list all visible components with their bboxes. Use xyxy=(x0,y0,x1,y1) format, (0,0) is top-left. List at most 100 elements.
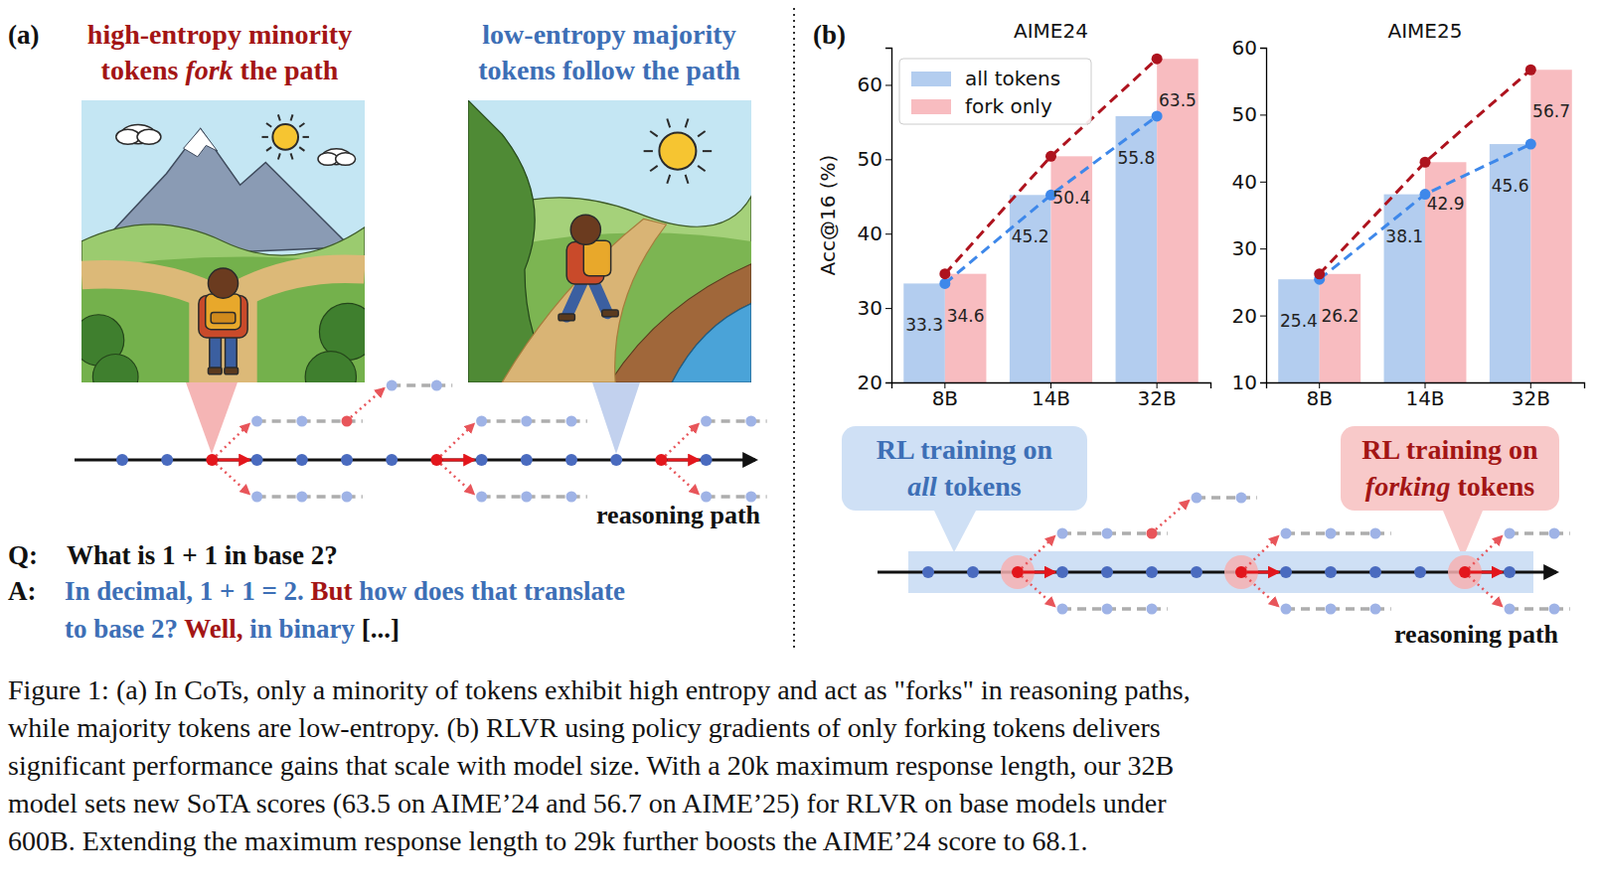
y-tick: 30 xyxy=(1232,236,1267,261)
tick-mark xyxy=(885,159,892,160)
tick-mark xyxy=(1260,114,1267,116)
branch-dot xyxy=(296,416,308,428)
trend-point xyxy=(1045,151,1057,162)
fork-arrow xyxy=(217,459,249,463)
sky xyxy=(468,100,752,383)
x-tick: 8B xyxy=(932,382,959,411)
branch-dot xyxy=(476,491,487,503)
fork-dotted xyxy=(1468,536,1502,569)
trend-point xyxy=(1420,157,1432,168)
answer-line-part: [...] xyxy=(354,614,400,644)
tick-mark xyxy=(1260,316,1267,318)
sun-ray xyxy=(649,165,657,171)
x-tick: 14B xyxy=(1031,382,1071,411)
bar xyxy=(1425,161,1466,383)
y-axis: 102030405060 xyxy=(1232,35,1268,395)
branch-dash xyxy=(391,383,453,388)
tick-mark xyxy=(1260,248,1267,250)
x-axis: 8B14B32B xyxy=(1267,382,1586,411)
y-tick: 30 xyxy=(857,296,892,320)
fork-arrow xyxy=(442,459,474,463)
branch-dot xyxy=(1504,604,1516,616)
chart-title: AIME24 xyxy=(1013,18,1089,43)
answer-line-part: in binary xyxy=(243,614,356,644)
branch-dot xyxy=(700,416,712,428)
branch-dot xyxy=(1370,528,1382,540)
data-label: 50.4 xyxy=(1052,187,1091,208)
scene xyxy=(81,100,365,383)
fork-dotted xyxy=(440,464,474,494)
scene xyxy=(468,100,752,383)
separator xyxy=(793,7,796,648)
sun xyxy=(658,133,696,170)
trend-point xyxy=(1525,139,1537,151)
box-text: RL training on xyxy=(876,434,1054,466)
token-dot xyxy=(1145,566,1158,579)
x-tick: 8B xyxy=(1305,382,1332,411)
chart: 1020304050608B14B32B25.438.145.626.242.9… xyxy=(1232,18,1586,411)
hiker xyxy=(198,268,248,375)
branch-dot xyxy=(520,416,532,428)
sun-ray xyxy=(697,165,705,171)
token-dot xyxy=(610,454,623,467)
tick-label: 30 xyxy=(857,296,883,320)
plot-marks xyxy=(903,53,1198,383)
branch-dot xyxy=(1102,528,1114,540)
tick-label: 8B xyxy=(932,386,959,411)
hiker-pocket xyxy=(210,313,236,324)
fork-dotted xyxy=(664,464,698,494)
hiker-head xyxy=(570,214,601,245)
token-dot xyxy=(340,454,353,467)
box-text-part: RL training on xyxy=(1361,434,1539,466)
y-tick: 20 xyxy=(1232,304,1267,328)
follow-title-part: low-entropy majority xyxy=(481,18,736,50)
box-text-part: tokens xyxy=(1449,471,1535,502)
token-dot xyxy=(1414,566,1427,579)
token-dot xyxy=(430,454,443,467)
cloud xyxy=(137,129,161,145)
hiker-leg xyxy=(225,332,238,371)
fork-title: high-entropy minority xyxy=(87,18,352,50)
hiker xyxy=(558,214,619,321)
branch-dot xyxy=(1146,604,1158,616)
branch-dot xyxy=(1549,528,1561,540)
hiker-leg xyxy=(566,279,584,318)
box-text-part: all xyxy=(907,471,938,502)
trend-point xyxy=(1525,64,1537,76)
diagram-b: RL training onall tokensRL training onfo… xyxy=(841,426,1571,649)
tick-mark xyxy=(885,308,892,310)
branch-dot xyxy=(566,491,578,503)
branch-dot xyxy=(1325,604,1337,616)
bar xyxy=(1319,274,1361,383)
tick-label: 8B xyxy=(1305,386,1332,411)
fork-dotted xyxy=(1245,576,1279,607)
follow-title-part: tokens follow the path xyxy=(478,54,741,86)
token-dot xyxy=(700,454,713,467)
answer-line: to base 2? Well, in binary [...] xyxy=(64,614,400,644)
tick-label: 32B xyxy=(1137,386,1177,411)
chart: 20304050608B14B32B33.345.255.834.650.463… xyxy=(815,18,1212,411)
bush xyxy=(92,354,139,383)
branch-dot xyxy=(1370,604,1382,616)
sun-ray xyxy=(666,119,670,129)
hiker-head xyxy=(207,268,238,299)
tick-mark xyxy=(1260,382,1267,384)
legend: all tokensfork only xyxy=(899,58,1092,125)
token-dot xyxy=(476,454,488,467)
branch-dot xyxy=(341,416,353,428)
token-dot xyxy=(160,454,173,467)
branch-dash xyxy=(706,419,768,424)
data-label: 26.2 xyxy=(1320,306,1359,326)
branch-dot xyxy=(520,491,532,503)
data-label: 63.5 xyxy=(1158,90,1197,111)
fork-title-part: the path xyxy=(233,54,339,86)
bar xyxy=(1278,279,1319,383)
sun-ray xyxy=(643,150,653,153)
box-text-part: RL training on xyxy=(876,434,1054,466)
fork-title-part: high-entropy minority xyxy=(87,18,352,50)
cloud xyxy=(116,129,141,145)
branch-dot xyxy=(1146,528,1158,540)
follow-title: low-entropy majority xyxy=(481,18,736,50)
sun-ray xyxy=(291,114,294,121)
branch-dot xyxy=(1236,492,1248,504)
